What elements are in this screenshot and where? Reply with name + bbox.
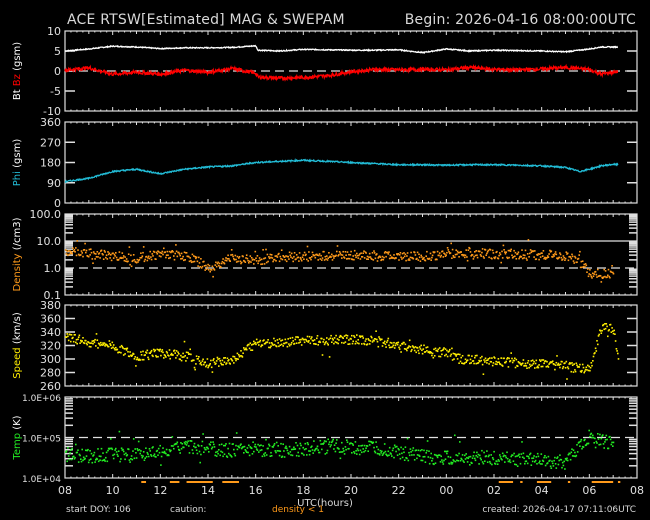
density-caution-marker [222, 481, 239, 483]
x-tick-label: 20 [344, 484, 358, 497]
y-tick-label: 280 [40, 367, 61, 380]
y-axis-label: Temp (K) [12, 415, 23, 460]
panel-3: 100.0 10.0 1.0 0.1 Density (/cm3) [12, 208, 638, 302]
density-caution-marker [186, 481, 213, 483]
y-tick-label: 10 [47, 25, 61, 38]
density-caution-marker [591, 481, 614, 483]
start-doy: start DOY: 106 [66, 505, 131, 515]
y-tick-label: 360 [40, 313, 61, 326]
y-axis-label: Density (/cm3) [12, 217, 23, 291]
y-tick-label: 270 [40, 136, 61, 149]
density-caution-marker [141, 481, 147, 483]
y-tick-label: -5 [50, 85, 61, 98]
y-tick-label: 320 [40, 340, 61, 353]
y-axis-label: Bt Bz (gsm) [12, 42, 23, 100]
x-tick-label: 02 [487, 484, 501, 497]
panel-1: 10 5 0 -5 -10 Bt Bz (gsm) [12, 25, 638, 118]
x-tick-label: 08 [58, 484, 72, 497]
y-tick-label: -10 [43, 105, 61, 118]
y-tick-label: 5 [54, 45, 61, 58]
density-caution-note: density < 1 [272, 505, 324, 515]
density-caution-marker [567, 481, 571, 483]
x-tick-label: 12 [153, 484, 167, 497]
density-caution-marker [536, 481, 552, 483]
created-time: created: 2026-04-17 07:11:06UTC [482, 505, 636, 515]
y-tick-label: 10.0 [37, 235, 62, 248]
y-tick-label: 380 [40, 299, 61, 312]
y-axis-label: Speed (km/s) [12, 312, 23, 379]
y-tick-label: 0.1 [44, 289, 62, 302]
y-tick-label: 1.0E+04 [22, 475, 61, 485]
x-tick-label: 04 [535, 484, 549, 497]
x-tick-label: 18 [296, 484, 310, 497]
y-tick-label: 1.0 [44, 262, 62, 275]
y-tick-label: 1.0E+06 [22, 394, 61, 404]
y-tick-label: 90 [47, 177, 61, 190]
x-tick-label: 08 [630, 484, 644, 497]
x-axis-label: UTC(hours) [297, 498, 353, 509]
y-tick-label: 300 [40, 353, 61, 366]
begin-time: Begin: 2026-04-16 08:00:00UTC [404, 12, 636, 28]
x-tick-label: 16 [249, 484, 263, 497]
y-axis-label: Phi (gsm) [12, 139, 23, 187]
y-tick-label: 340 [40, 326, 61, 339]
x-tick-label: 10 [106, 484, 120, 497]
caution-label: caution: [170, 505, 207, 515]
y-tick-label: 360 [40, 116, 61, 129]
panel-5: 1.0E+06 1.0E+05 1.0E+04 Temp (K) [12, 394, 638, 485]
density-caution-marker [498, 481, 514, 483]
y-tick-label: 1.0E+05 [22, 435, 61, 445]
panel-2: 360 270 180 90 0 Phi (gsm) [12, 116, 638, 210]
x-tick-label: 06 [582, 484, 596, 497]
y-tick-label: 260 [40, 380, 61, 393]
x-tick-label: 00 [439, 484, 453, 497]
density-caution-marker [520, 481, 523, 483]
x-tick-label: 22 [392, 484, 406, 497]
density-caution-marker [169, 481, 180, 483]
chart-title: ACE RTSW[Estimated] MAG & SWEPAM [67, 12, 345, 28]
y-tick-label: 0 [54, 197, 61, 210]
y-tick-label: 100.0 [30, 208, 62, 221]
y-tick-label: 0 [54, 65, 61, 78]
y-tick-label: 180 [40, 157, 61, 170]
density-caution-marker [617, 481, 621, 483]
x-tick-label: 14 [201, 484, 215, 497]
